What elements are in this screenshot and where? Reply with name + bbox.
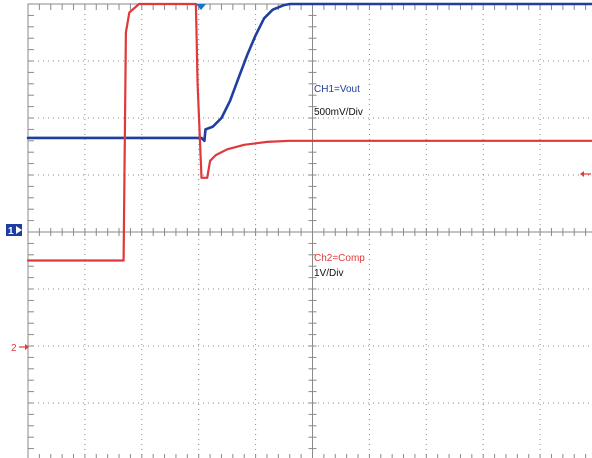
ch2-name-label: Ch2=Comp bbox=[314, 253, 365, 264]
ch2-scale-label: 1V/Div bbox=[314, 268, 343, 279]
trigger-level-arrow-icon bbox=[580, 171, 584, 177]
trace-ch2-comp bbox=[26, 2, 592, 262]
ch1-ground-marker[interactable]: 1 bbox=[6, 224, 22, 237]
ch1-scale-label: 500mV/Div bbox=[314, 107, 363, 118]
ch2-marker-label: 2 bbox=[11, 343, 17, 354]
trigger-level-marker[interactable] bbox=[580, 171, 591, 177]
ch2-arrow-icon bbox=[25, 344, 29, 350]
graticule bbox=[27, 3, 592, 458]
traces bbox=[26, 2, 592, 262]
ch2-ground-marker[interactable]: 2 bbox=[11, 343, 29, 354]
trigger-position-marker bbox=[196, 4, 206, 10]
ch1-marker-label: 1 bbox=[8, 226, 14, 237]
ch1-arrow-icon bbox=[16, 226, 22, 234]
trace-ch1-vout bbox=[26, 2, 592, 143]
ch1-name-label: CH1=Vout bbox=[314, 84, 360, 95]
